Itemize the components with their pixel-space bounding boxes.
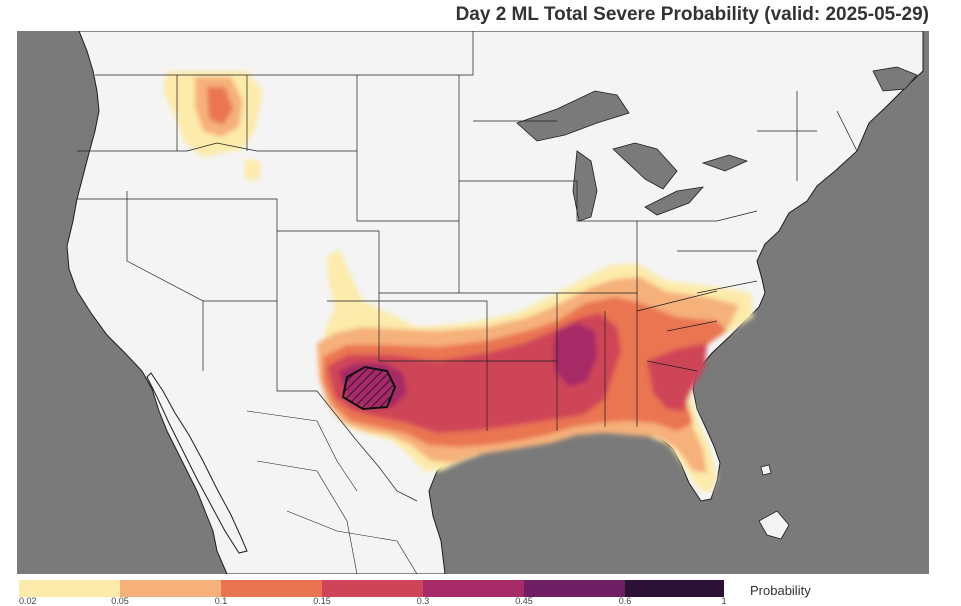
- legend-swatch-5: [423, 580, 524, 597]
- legend-swatch-3: [221, 580, 322, 597]
- state-borders: [77, 31, 858, 502]
- cuba-island: [758, 510, 790, 540]
- legend-swatch-2: [120, 580, 221, 597]
- probability-map: [17, 31, 929, 574]
- legend-tick-label: 0.6: [618, 596, 632, 606]
- legend-title: Probability: [750, 583, 811, 598]
- legend-swatch-7: [625, 580, 724, 597]
- baja-california: [146, 372, 248, 554]
- legend-swatch-6: [524, 580, 625, 597]
- legend-swatch-4: [322, 580, 423, 597]
- bahamas-islands: [760, 464, 772, 476]
- legend-tick-label: 0.45: [515, 596, 533, 606]
- legend-tick-label: 1: [721, 596, 727, 606]
- mexico-borders: [246, 410, 418, 574]
- legend-tick-label: 0.05: [111, 596, 129, 606]
- great-lakes: [516, 90, 749, 222]
- legend-tick-label: 0.15: [313, 596, 331, 606]
- legend-tick-label: 0.02: [19, 596, 37, 606]
- legend-swatch-1: [19, 580, 120, 597]
- probability-legend: 0.02 0.05 0.1 0.15 0.3 0.45 0.6 1 Probab…: [0, 578, 961, 606]
- legend-tick-label: 0.1: [214, 596, 228, 606]
- northeast-coast: [872, 66, 918, 92]
- legend-tick-label: 0.3: [416, 596, 430, 606]
- map-title: Day 2 ML Total Severe Probability (valid…: [455, 4, 929, 25]
- significant-severe-hatch: [341, 365, 397, 411]
